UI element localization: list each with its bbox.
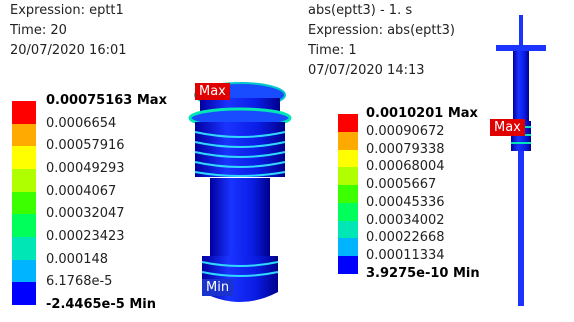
legend-label: 0.00023423 <box>46 230 125 244</box>
min-tag: Min <box>202 279 233 296</box>
legend-swatch <box>338 238 358 256</box>
legend-label: 0.00075163 Max <box>46 94 167 108</box>
legend-swatch <box>338 203 358 221</box>
legend-swatch <box>12 146 36 169</box>
header-line: 07/07/2020 14:13 <box>308 63 425 78</box>
legend-swatch <box>338 221 358 239</box>
legend-swatch <box>12 260 36 283</box>
legend-label: 0.00068004 <box>366 160 445 174</box>
legend-label: 0.00079338 <box>366 143 445 157</box>
legend-swatch <box>338 114 358 132</box>
legend-swatch <box>338 256 358 274</box>
legend-swatch <box>12 169 36 192</box>
legend-swatch <box>338 167 358 185</box>
legend-swatch <box>12 192 36 215</box>
legend-swatch <box>338 150 358 168</box>
legend-label: 0.0005667 <box>366 178 436 192</box>
header-line: abs(eptt3) - 1. s <box>308 3 412 18</box>
legend-label: 0.00034002 <box>366 214 445 228</box>
legend-label: 0.00057916 <box>46 139 125 153</box>
legend-label: 0.0010201 Max <box>366 107 478 121</box>
legend-swatch <box>338 185 358 203</box>
legend-label: -2.4465e-5 Min <box>46 298 156 312</box>
legend-swatch <box>12 282 36 305</box>
screenshot: Max Min Max Expression: eptt1 Time: 20 20/… <box>0 0 574 322</box>
legend-label: 0.00011334 <box>366 249 445 263</box>
legend-swatch <box>338 132 358 150</box>
legend-label: 0.00032047 <box>46 207 125 221</box>
max-tag: Max <box>490 119 525 136</box>
max-tag: Max <box>195 83 230 100</box>
legend-swatch <box>12 214 36 237</box>
header-line: Expression: abs(eptt3) <box>308 23 455 38</box>
legend-swatch <box>12 237 36 260</box>
legend-label: 0.00090672 <box>366 125 445 139</box>
legend-label: 0.000148 <box>46 253 108 267</box>
legend-label: 0.0006654 <box>46 117 116 131</box>
header-line: Time: 20 <box>10 23 67 38</box>
header-line: Expression: eptt1 <box>10 3 124 18</box>
legend-swatch <box>12 101 36 124</box>
header-line: Time: 1 <box>308 43 357 58</box>
legend-label: 0.00022668 <box>366 231 445 245</box>
left-model <box>190 83 290 302</box>
legend-label: 0.00045336 <box>366 196 445 210</box>
legend-label: 0.00049293 <box>46 162 125 176</box>
legend-label: 6.1768e-5 <box>46 275 112 289</box>
legend-label: 0.0004067 <box>46 185 116 199</box>
legend-swatch <box>12 124 36 147</box>
right-model <box>496 15 546 306</box>
legend-label: 3.9275e-10 Min <box>366 267 480 281</box>
header-line: 20/07/2020 16:01 <box>10 43 127 58</box>
